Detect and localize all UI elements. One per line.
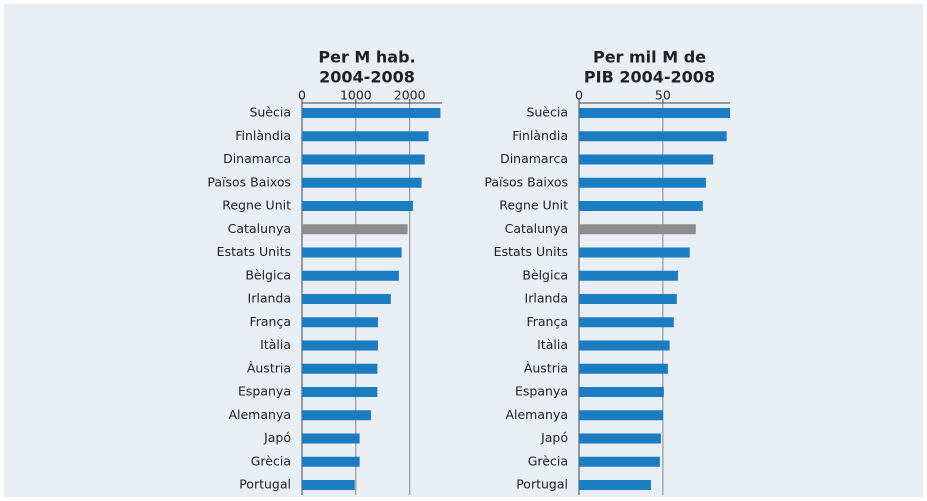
- bar: [579, 456, 660, 467]
- bar: [579, 340, 670, 351]
- bar: [579, 387, 664, 397]
- y-tick-label: Bèlgica: [245, 267, 291, 282]
- bar: [579, 363, 668, 374]
- y-tick-label: Àustria: [247, 360, 291, 375]
- bar: [302, 387, 378, 397]
- y-tick-label: Països Baixos: [207, 174, 291, 189]
- bar: [579, 294, 677, 304]
- y-tick-label: Alemanya: [505, 407, 568, 422]
- bar: [302, 294, 391, 304]
- y-tick-label: Japó: [263, 430, 291, 445]
- y-tick-label: Portugal: [239, 477, 291, 492]
- y-tick-label: Espanya: [515, 384, 568, 399]
- x-tick-label: 0: [575, 88, 583, 103]
- bar: [302, 456, 360, 467]
- bar: [302, 177, 422, 188]
- y-tick-label: Portugal: [516, 477, 568, 492]
- panel: [4, 4, 923, 497]
- y-tick-label: Irlanda: [525, 291, 568, 306]
- chart-title: Per M hab.: [318, 48, 415, 67]
- y-tick-label: Grècia: [528, 453, 568, 468]
- bar: [302, 317, 378, 328]
- y-tick-label: Estats Units: [217, 244, 291, 259]
- y-tick-label: Dinamarca: [223, 151, 291, 166]
- bar: [579, 317, 674, 328]
- bar: [579, 154, 714, 165]
- chart-title: PIB 2004-2008: [584, 68, 715, 87]
- y-tick-label: Irlanda: [248, 291, 291, 306]
- y-tick-label: Japó: [540, 430, 568, 445]
- y-tick-label: Regne Unit: [222, 198, 291, 213]
- y-tick-label: Suècia: [526, 105, 568, 120]
- y-tick-label: Finlàndia: [235, 128, 291, 143]
- y-tick-label: Itàlia: [537, 337, 568, 352]
- chart-title: 2004-2008: [319, 68, 415, 87]
- y-tick-label: Dinamarca: [500, 151, 568, 166]
- bar: [302, 270, 399, 281]
- bar: [302, 224, 408, 235]
- bar: [579, 201, 703, 211]
- y-tick-label: Regne Unit: [499, 198, 568, 213]
- x-tick-label: 0: [298, 88, 306, 103]
- y-tick-label: Suècia: [249, 105, 291, 120]
- bar: [302, 131, 429, 142]
- bar: [579, 270, 678, 281]
- bar: [302, 108, 441, 118]
- y-tick-label: Països Baixos: [484, 174, 568, 189]
- y-tick-label: Estats Units: [494, 244, 568, 259]
- bar: [302, 480, 355, 490]
- bar: [579, 177, 706, 188]
- bar: [579, 224, 696, 235]
- y-tick-label: Itàlia: [260, 337, 291, 352]
- chart-title: Per mil M de: [593, 48, 706, 67]
- y-tick-label: Grècia: [251, 453, 291, 468]
- bar: [302, 410, 371, 421]
- y-tick-label: Finlàndia: [512, 128, 568, 143]
- bar: [302, 433, 360, 444]
- y-tick-label: Catalunya: [228, 221, 291, 236]
- y-tick-label: França: [526, 314, 568, 329]
- bar: [302, 340, 378, 351]
- bar: [579, 410, 663, 421]
- bar: [302, 201, 413, 211]
- bar: [579, 480, 651, 490]
- bar: [302, 363, 378, 374]
- y-tick-label: Àustria: [524, 360, 568, 375]
- y-tick-label: Bèlgica: [522, 267, 568, 282]
- x-tick-label: 2000: [394, 88, 426, 103]
- bar: [579, 131, 727, 142]
- y-tick-label: Catalunya: [505, 221, 568, 236]
- bar: [302, 247, 402, 258]
- bar: [579, 433, 661, 444]
- y-tick-label: Alemanya: [228, 407, 291, 422]
- y-tick-label: Espanya: [238, 384, 291, 399]
- bar: [579, 247, 690, 258]
- y-tick-label: França: [249, 314, 291, 329]
- x-tick-label: 1000: [340, 88, 372, 103]
- bar: [302, 154, 425, 165]
- x-tick-label: 50: [655, 88, 671, 103]
- bar: [579, 108, 730, 118]
